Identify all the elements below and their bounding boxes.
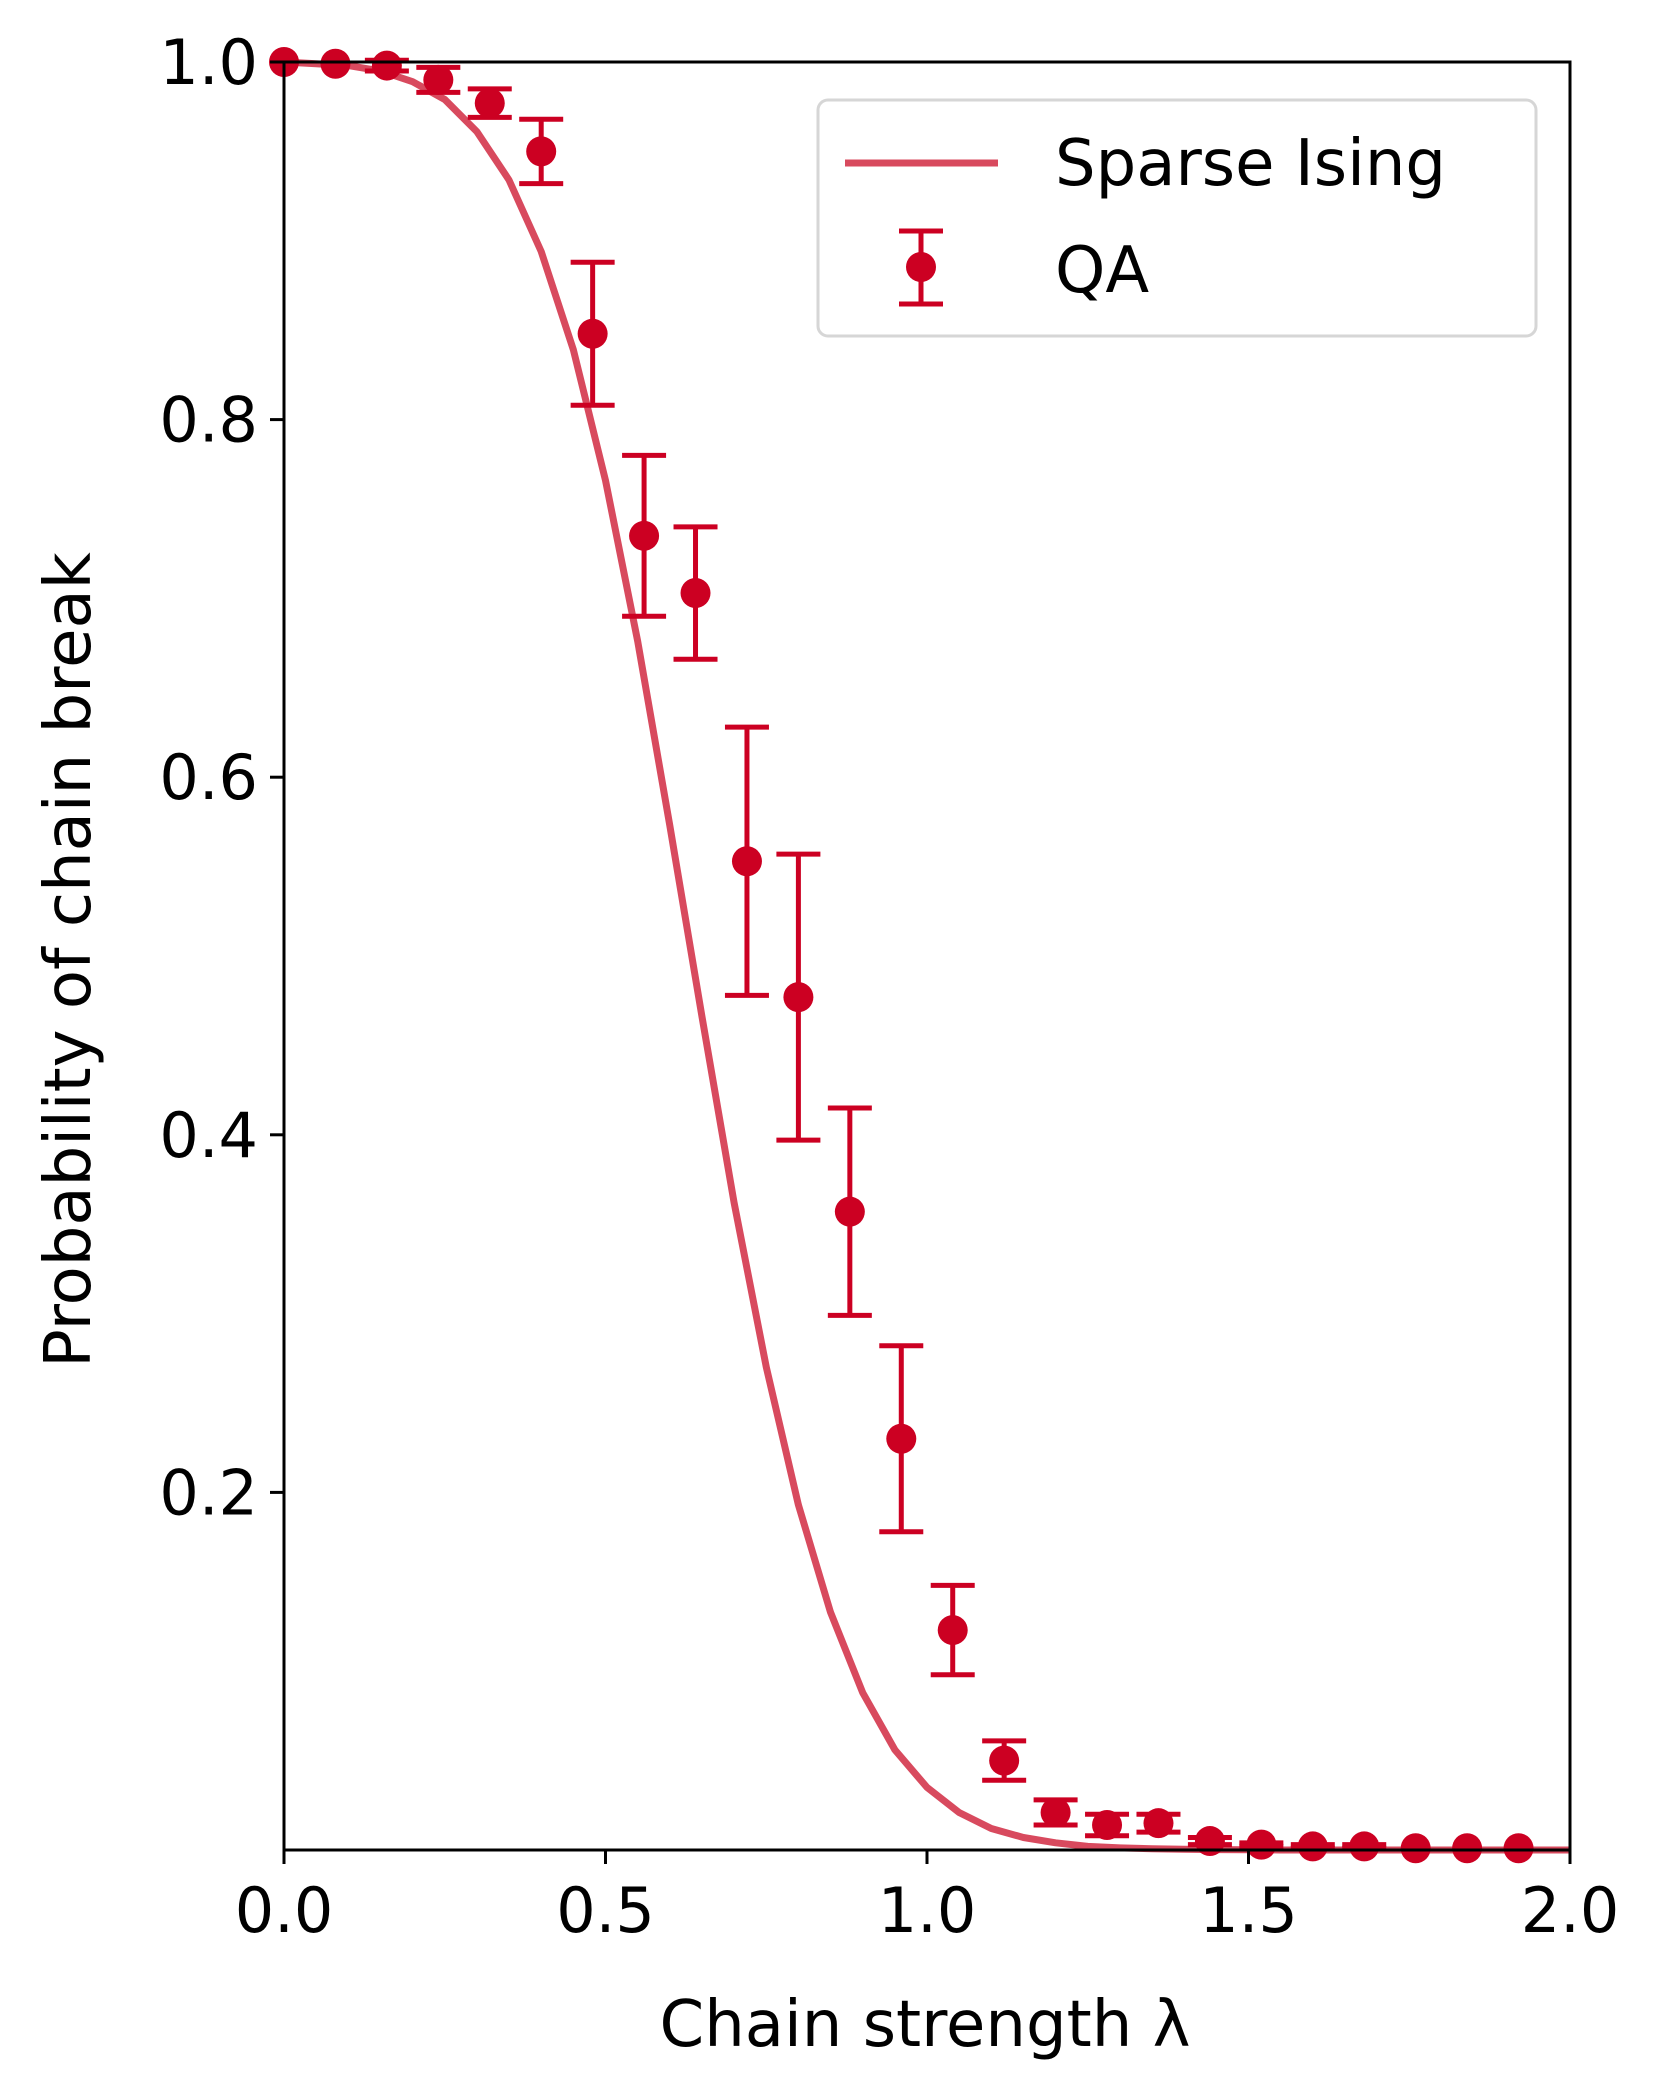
qa-point-6 [577,318,608,349]
qa-point-11 [834,1196,865,1227]
legend-box [816,98,1538,338]
qa-point-14 [989,1745,1020,1776]
qa-point-21 [1349,1831,1380,1862]
qa-point-15 [1040,1797,1071,1828]
qa-point-17 [1143,1808,1174,1839]
qa-point-3 [423,64,454,95]
plot-area [269,47,1570,1864]
legend-label-qa: QA [1055,234,1149,308]
legend-label-sparse-ising: Sparse Ising [1055,127,1446,201]
qa-point-18 [1194,1826,1225,1857]
y-axis-label: Probability of chain break [32,552,106,1368]
legend: Sparse Ising QA [816,98,1538,338]
qa-point-13 [937,1615,968,1646]
qa-point-24 [1503,1833,1534,1864]
qa-point-10 [783,982,814,1013]
y-tick-label-2: 0.6 [159,741,258,814]
x-axis-label: Chain strength λ [660,1988,1191,2062]
qa-point-9 [731,846,762,877]
qa-point-12 [886,1423,917,1454]
x-tick-label-3: 1.5 [1199,1874,1298,1947]
x-tick-label-1: 0.5 [556,1874,655,1947]
qa-point-1 [320,48,351,79]
x-tick-label-4: 2.0 [1521,1874,1620,1947]
qa-point-2 [371,50,402,81]
y-tick-label-0: 0.2 [159,1456,258,1529]
x-tick-label-0: 0.0 [235,1874,334,1947]
qa-point-5 [526,136,557,167]
legend-marker-swatch [906,252,936,282]
qa-point-4 [474,88,505,119]
qa-point-7 [629,520,660,551]
qa-point-8 [680,578,711,609]
qa-point-22 [1400,1833,1431,1864]
qa-point-23 [1452,1833,1483,1864]
qa-point-20 [1297,1831,1328,1862]
axes: 0.0 0.5 1.0 1.5 2.0 0.2 0.4 0.6 0.8 1.0 [159,26,1619,1947]
y-tick-label-3: 0.8 [159,384,258,457]
qa-point-16 [1092,1809,1123,1840]
y-tick-label-4: 1.0 [159,26,258,99]
y-tick-label-1: 0.4 [159,1099,258,1172]
qa-point-19 [1246,1829,1277,1860]
x-tick-label-2: 1.0 [878,1874,977,1947]
